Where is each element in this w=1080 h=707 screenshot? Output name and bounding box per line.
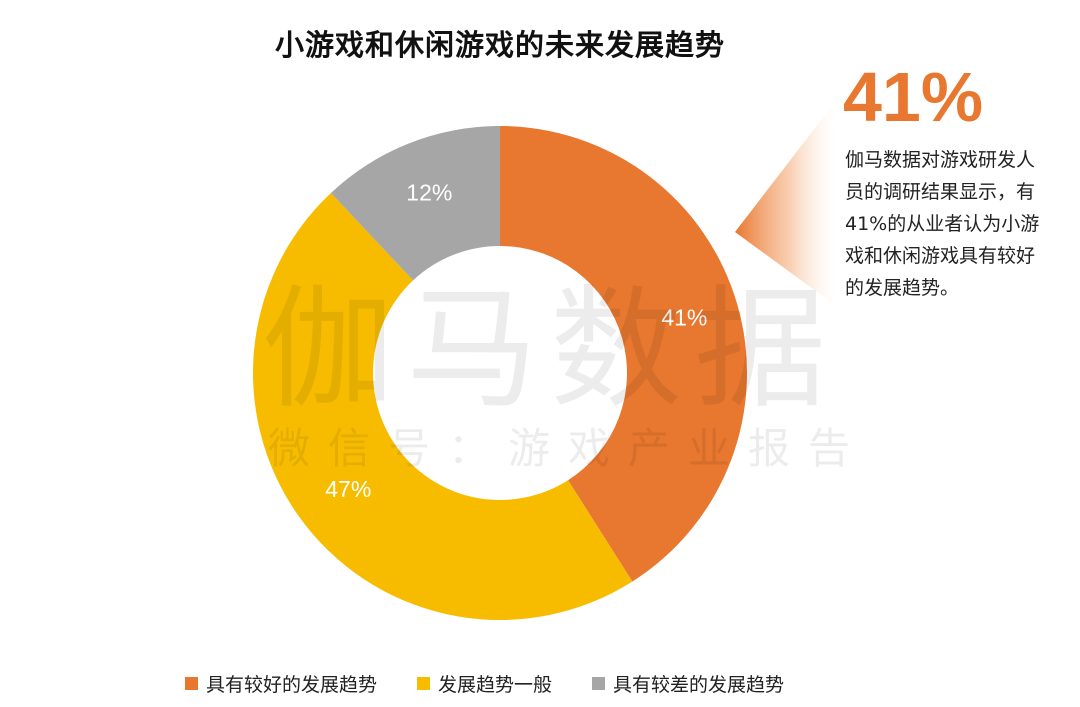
legend-item-good: 具有较好的发展趋势 <box>185 670 377 697</box>
data-label-poor: 12% <box>406 180 452 206</box>
legend-swatch-good <box>185 677 198 690</box>
legend-item-poor: 具有较差的发展趋势 <box>592 670 784 697</box>
legend-swatch-poor <box>592 677 606 690</box>
legend: 具有较好的发展趋势 发展趋势一般 具有较差的发展趋势 <box>185 670 824 697</box>
legend-label-average: 发展趋势一般 <box>438 674 553 696</box>
data-label-good: 41% <box>661 305 707 331</box>
chart-title: 小游戏和休闲游戏的未来发展趋势 <box>274 28 725 62</box>
callout-value: 41% <box>843 58 984 136</box>
callout-text: 伽马数据对游戏研发人员的调研结果显示，有41%的从业者认为小游戏和休闲游戏具有较… <box>845 149 1040 299</box>
data-label-average: 47% <box>325 476 371 502</box>
slice-good <box>500 126 748 582</box>
slice-average <box>252 192 633 621</box>
slice-poor <box>330 126 500 281</box>
callout-pointer <box>735 102 835 305</box>
legend-label-poor: 具有较差的发展趋势 <box>613 674 785 696</box>
legend-swatch-average <box>417 677 431 690</box>
legend-item-average: 发展趋势一般 <box>417 670 552 697</box>
legend-label-good: 具有较好的发展趋势 <box>206 674 378 696</box>
